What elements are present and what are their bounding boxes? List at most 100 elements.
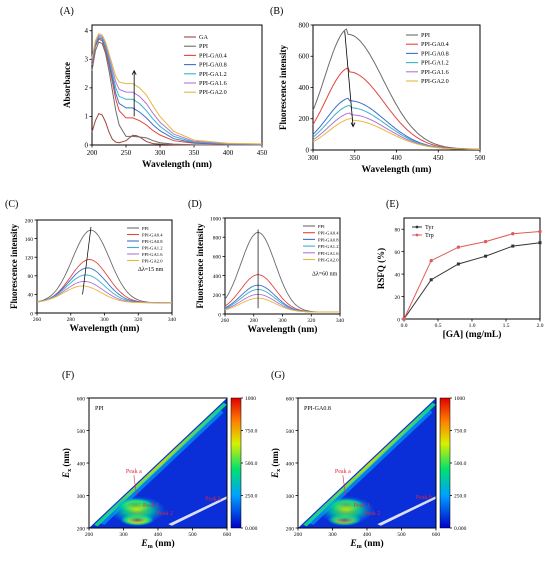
data-point-trp (511, 232, 515, 236)
fluorescence-halo (318, 496, 375, 525)
y-axis-label: Fluorescence intensity (9, 223, 19, 309)
x-tick-label: 600 (223, 532, 232, 538)
legend-entry: PPI-GA2.0 (421, 78, 449, 85)
x-axis-label: Em (nm) (140, 538, 174, 550)
legend-entry: Tyr (425, 224, 434, 231)
x-axis-label: Wavelength (nm) (248, 324, 318, 335)
legend-entry: PPI (318, 224, 325, 229)
series-line-ppi-ga1.2 (91, 35, 263, 145)
y-tick-label: 200 (25, 218, 34, 224)
x-tick-label: 350 (189, 149, 200, 157)
legend-entry: PPI (421, 32, 430, 39)
peak-label: Peak 2 (364, 511, 380, 517)
legend-entry: PPI-GA1.2 (142, 246, 163, 251)
y-tick-label: 80 (395, 228, 401, 234)
panel-letter: (E) (386, 199, 399, 210)
legend-entry: PPI-GA0.4 (199, 52, 227, 59)
y-axis-label: Ex (nm) (61, 448, 73, 479)
legend-entry: PPI-GA0.8 (199, 62, 227, 69)
x-tick-label: 320 (307, 318, 316, 324)
series-line-ppi-ga2.0 (224, 297, 340, 313)
data-point-trp (429, 258, 433, 263)
legend-entry: PPI-GA1.6 (318, 251, 339, 256)
colorbar-tick-label: 250.0 (245, 494, 258, 500)
peak-label: Peak b (416, 495, 432, 501)
x-axis-label: [GA] (mg/mL) (443, 329, 502, 340)
x-axis-label: Em (nm) (349, 538, 383, 550)
panel-d: (D) 260 280 300 320 340 0 200 400 600 800 1000 Wavel… (188, 199, 344, 335)
peak-label: Peak 1 (143, 503, 159, 509)
colorbar-tick-label: 250.0 (454, 494, 467, 500)
x-axis-label: Wavelength (nm) (362, 164, 432, 175)
legend-marker (415, 233, 419, 237)
y-tick-label: 200 (286, 526, 295, 532)
y-tick-label: 600 (77, 396, 86, 402)
x-tick-label: 260 (33, 317, 42, 323)
y-tick-label: 600 (286, 396, 295, 402)
colorbar-tick-label: 750.0 (245, 429, 258, 435)
legend-entry: PPI-GA1.6 (142, 252, 163, 257)
legend-entry: PPI-GA0.4 (142, 233, 163, 238)
rayleigh-halo (99, 409, 224, 525)
x-tick-label: 500 (475, 154, 486, 162)
series-line-trp (403, 231, 541, 320)
y-tick-label: 4 (85, 27, 89, 35)
y-tick-label: 600 (299, 53, 310, 61)
x-tick-label: 300 (328, 532, 337, 538)
x-tick-label: 1.5 (503, 323, 510, 329)
series-line-ppi (91, 41, 262, 146)
data-point-trp (538, 229, 542, 234)
data-point-tyr (538, 241, 542, 245)
panel-c: (C) 260 280 300 320 340 0 40 80 120 160 200 Waveleng… (5, 199, 176, 334)
x-tick-label: 350 (350, 154, 361, 162)
legend-entry: PPI-GA0.4 (318, 231, 339, 236)
y-tick-label: 800 (213, 236, 222, 242)
delta-lambda-annotation: Δλ=60 nm (312, 272, 338, 278)
x-tick-label: 200 (87, 149, 98, 157)
data-point-tyr (429, 278, 433, 282)
y-axis-label: Fluorescence intensity (278, 44, 288, 130)
colorbar-tick-label: 0.000 (454, 526, 467, 532)
x-tick-label: 340 (168, 317, 177, 323)
x-tick-label: 300 (278, 318, 287, 324)
series-line-ppi-ga0.4 (224, 274, 340, 313)
y-tick-label: 60 (395, 250, 401, 256)
y-axis-label: RSFQ (%) (376, 248, 386, 289)
legend-entry: PPI-GA0.4 (421, 41, 449, 48)
x-tick-label: 280 (67, 317, 76, 323)
peak-label: Peak a (126, 469, 142, 475)
series-line-ppi-ga2.0 (312, 117, 480, 150)
series-line-ppi-ga1.6 (91, 34, 263, 145)
colorbar-tick-label: 1000 (245, 396, 256, 402)
y-tick-label: 300 (286, 494, 295, 500)
y-axis-label: Fluorescence intensity (195, 223, 205, 309)
x-tick-label: 400 (223, 149, 234, 157)
y-axis-label: Absorbance (62, 62, 72, 108)
y-tick-label: 300 (77, 494, 86, 500)
colorbar (439, 397, 451, 529)
series-line-ppi-ga2.0 (91, 32, 263, 145)
y-tick-label: 20 (395, 295, 401, 301)
x-tick-label: 600 (432, 532, 441, 538)
y-tick-label: 400 (286, 461, 295, 467)
y-tick-label: 0 (30, 311, 33, 317)
x-tick-label: 300 (119, 532, 128, 538)
sample-inset-label: PPI (95, 406, 104, 412)
x-tick-label: 300 (155, 149, 166, 157)
x-tick-label: 200 (294, 532, 303, 538)
legend-entry: PPI-GA2.0 (318, 258, 339, 263)
x-tick-label: 450 (257, 149, 268, 157)
y-tick-label: 80 (28, 274, 34, 280)
y-tick-label: 0 (218, 312, 221, 318)
second-order-band (377, 496, 436, 526)
y-tick-label: 3 (85, 56, 89, 64)
panel-letter: (C) (5, 199, 18, 210)
x-tick-label: 400 (391, 154, 402, 162)
legend-entry: PPI-GA1.2 (421, 60, 449, 67)
panel-letter: (D) (188, 199, 202, 210)
second-order-band (168, 496, 227, 526)
x-tick-label: 300 (100, 317, 109, 323)
panel-a: (A) 200 250 300 350 400 450 0 1 2 3 4 Wavelength (nm… (60, 6, 268, 170)
peak-shift-line (82, 226, 92, 295)
